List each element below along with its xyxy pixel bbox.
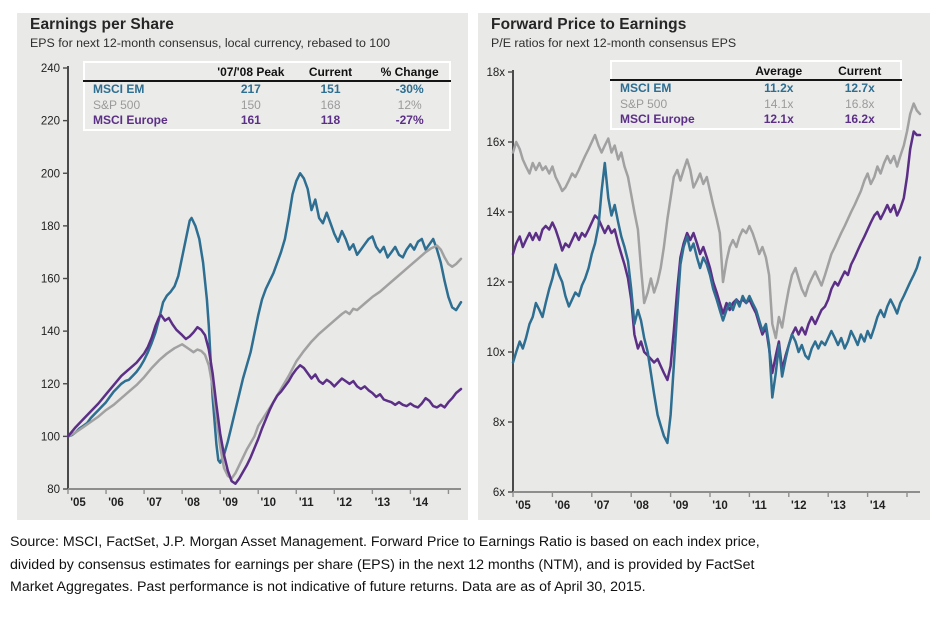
legend-series-label: MSCI Europe (93, 113, 168, 128)
x-tick-label: '12 (791, 500, 807, 512)
y-tick-label: 10x (486, 347, 505, 359)
y-tick-label: 80 (47, 484, 60, 496)
legend-row: MSCI EM 11.2x 12.7x (611, 80, 901, 97)
legend-value-cell: 12.1x (763, 112, 794, 127)
legend-value-cell: 12.7x (844, 81, 875, 95)
y-tick-label: 120 (41, 379, 60, 391)
legend-value-cell: 11.2x (764, 81, 794, 95)
x-tick-label: '05 (70, 497, 86, 509)
legend-row: MSCI EM 217 151 -30% (84, 81, 450, 98)
y-axis: 240 220 200 180 160 140 120 100 80 (41, 63, 69, 496)
legend-header-cell: % Change (370, 62, 450, 82)
legend-header-row: '07/'08 Peak Current% Change (84, 62, 450, 82)
x-tick-label: '10 (260, 497, 276, 509)
legend-value-cell: -30% (395, 82, 424, 96)
legend-header-cell: Current (290, 62, 371, 82)
source-line: divided by consensus estimates for earni… (10, 556, 755, 573)
x-tick-label: '07 (594, 500, 610, 512)
x-tick-label: '07 (146, 497, 162, 509)
x-tick-label: '08 (184, 497, 200, 509)
legend-series-label: MSCI EM (620, 81, 672, 95)
legend-header-cell: '07/'08 Peak (211, 62, 291, 82)
y-axis: 18x 16x 14x 12x 10x 8x 6x (486, 67, 514, 499)
x-axis: '05 '06 '07 '08 '09 '10 '11 '12 '13 '14 (67, 488, 461, 509)
legend-header-cell (611, 61, 738, 81)
x-tick-label: '06 (555, 500, 571, 512)
source-line: Market Aggregates. Past performance is n… (10, 579, 646, 596)
y-tick-label: 180 (41, 221, 60, 233)
x-tick-label: '06 (108, 497, 124, 509)
legend-row: S&P 500 150 168 12% (84, 98, 450, 114)
y-tick-label: 14x (486, 207, 505, 219)
legend-row: MSCI Europe 12.1x 16.2x (611, 112, 901, 129)
series-msci-em-line (66, 172, 463, 464)
x-tick-label: '09 (222, 497, 238, 509)
pe-panel-title: Forward Price to Earnings (491, 16, 687, 33)
series-s-p-500-line (511, 102, 922, 340)
legend-series-label: MSCI Europe (620, 112, 695, 127)
x-tick-label: '09 (673, 500, 689, 512)
y-tick-label: 12x (486, 277, 505, 289)
legend-series-label: MSCI EM (93, 82, 145, 96)
y-tick-label: 160 (41, 274, 60, 286)
legend-value-cell: 168 (320, 97, 341, 112)
legend-row: MSCI Europe 161 118 -27% (84, 113, 450, 130)
eps-legend-table: '07/'08 Peak Current% Change MSCI EM 217 151… (83, 61, 451, 131)
x-tick-label: '13 (830, 500, 846, 512)
y-tick-label: 100 (41, 431, 60, 443)
y-tick-label: 16x (486, 137, 505, 149)
series-msci-em-line (511, 161, 922, 445)
eps-panel: 240 220 200 180 160 140 120 100 80'05'06'07'08'0… (17, 13, 468, 520)
y-tick-label: 18x (486, 67, 505, 79)
legend-value-cell: 217 (240, 82, 261, 96)
eps-chart: 24022020018016014012010080'05'06'07'08'0… (41, 63, 463, 509)
y-tick-label: 8x (493, 417, 505, 429)
x-tick-label: '14 (413, 497, 429, 509)
x-tick-label: '13 (375, 497, 391, 509)
legend-row: S&P 500 14.1x 16.8x (611, 97, 901, 113)
legend-value-cell: 12% (397, 97, 422, 112)
y-tick-label: 200 (41, 168, 60, 180)
pe-panel: 18x 16x 14x 12x 10x 8x 6x '05 '06 '07 '08 '09 '10 '11… (478, 13, 930, 520)
y-tick-label: 220 (41, 116, 60, 128)
legend-series-label: S&P 500 (620, 96, 668, 111)
pe-chart: 18x 16x 14x 12x 10x 8x 6x '05 '06 '07 '08 '09 '10 '11… (486, 67, 922, 512)
x-tick-label: '08 (633, 500, 649, 512)
legend-value-cell: 16.2x (844, 112, 875, 127)
x-tick-label: '12 (337, 497, 353, 509)
legend-value-cell: 16.8x (845, 96, 875, 111)
legend-value-cell: 118 (320, 113, 341, 128)
x-tick-label: '14 (870, 500, 886, 512)
y-tick-label: 140 (41, 326, 60, 338)
y-tick-label: 240 (41, 63, 60, 75)
legend-value-cell: 161 (240, 113, 261, 128)
series-s-p-500-line (66, 244, 463, 480)
x-tick-label: '11 (752, 500, 767, 512)
eps-panel-subtitle: EPS for next 12-month consensus, local c… (30, 36, 390, 50)
legend-series-label: S&P 500 (93, 97, 141, 112)
legend-header-cell: Average (738, 61, 820, 81)
legend-value-cell: 14.1x (764, 96, 794, 111)
x-axis: '05 '06 '07 '08 '09 '10 '11 '12 '13 '14 (512, 491, 920, 512)
legend-header-row: Average Current (611, 61, 901, 81)
y-tick-label: 6x (493, 487, 505, 499)
pe-legend-table: Average Current MSCI EM 11.2x 12.7x S&P 500 14… (610, 60, 902, 130)
x-tick-label: '11 (299, 497, 314, 509)
source-line: Source: MSCI, FactSet, J.P. Morgan Asset… (10, 534, 760, 550)
x-tick-label: '05 (515, 500, 531, 512)
legend-value-cell: 151 (320, 82, 341, 96)
source-note: Source: MSCI, FactSet, J.P. Morgan Asset… (10, 531, 930, 599)
legend-header-cell: Current (819, 61, 901, 81)
legend-value-cell: -27% (395, 113, 424, 128)
legend-header-cell (84, 62, 211, 82)
legend-value-cell: 150 (240, 97, 261, 112)
x-tick-label: '10 (712, 500, 728, 512)
series-msci-europe-line (66, 314, 463, 485)
series-msci-europe-line (511, 130, 922, 382)
pe-panel-subtitle: P/E ratios for next 12-month consensus E… (491, 36, 737, 50)
eps-panel-title: Earnings per Share (30, 16, 174, 33)
